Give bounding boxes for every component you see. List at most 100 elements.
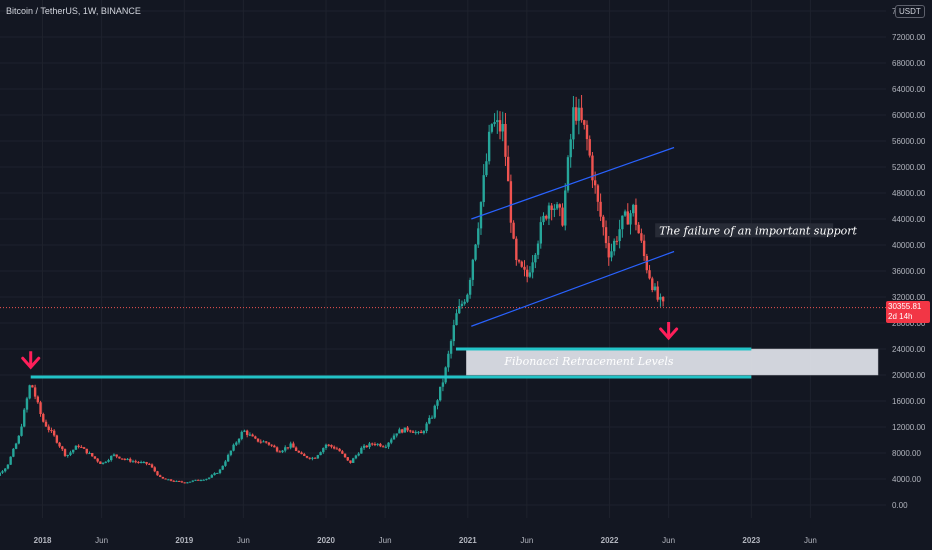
candle-body — [93, 456, 97, 459]
candle-body — [365, 445, 368, 448]
x-tick-label: 2020 — [317, 536, 335, 545]
candle-body — [118, 456, 121, 459]
candle-body — [545, 215, 548, 219]
candle-body — [169, 479, 173, 481]
candle-body — [553, 208, 556, 211]
candle-body — [602, 216, 605, 228]
candle-body — [651, 278, 654, 291]
candle-body — [487, 131, 491, 162]
candle-body — [528, 272, 532, 277]
y-tick-label: 56000.00 — [892, 137, 926, 146]
candle-body — [210, 475, 214, 478]
candle-body — [188, 481, 192, 483]
candle-body — [618, 229, 621, 242]
candle-body — [346, 457, 349, 461]
y-tick-label: 28000.00 — [892, 319, 926, 328]
candle-body — [466, 294, 469, 302]
candle-body — [218, 469, 222, 473]
candle-body — [547, 205, 551, 219]
candle-body — [612, 240, 616, 252]
candle-body — [164, 478, 167, 480]
candle-body — [248, 434, 252, 436]
candle-body — [471, 259, 475, 280]
candle-body — [542, 215, 545, 223]
candle-body — [580, 107, 583, 121]
candle-body — [501, 123, 504, 132]
candle-body — [485, 161, 488, 176]
y-tick-label: 24000.00 — [892, 345, 926, 354]
candle-body — [648, 270, 651, 279]
candle-body — [368, 443, 371, 448]
candle-body — [414, 432, 417, 434]
candle-body — [395, 433, 398, 436]
candle-body — [645, 256, 649, 271]
candle-body — [300, 452, 303, 455]
candle-body — [354, 455, 358, 459]
candle-body — [123, 458, 127, 460]
candle-body — [357, 453, 360, 456]
candle-body — [417, 431, 420, 433]
candle-body — [197, 479, 200, 481]
candle-body — [387, 442, 390, 447]
y-tick-label: 20000.00 — [892, 371, 926, 380]
candle-body — [262, 441, 265, 443]
candle-body — [313, 457, 317, 459]
currency-badge[interactable]: USDT — [895, 5, 925, 18]
candle-body — [332, 446, 336, 449]
candle-body — [512, 222, 515, 239]
candle-body — [292, 443, 295, 448]
y-tick-label: 16000.00 — [892, 397, 926, 406]
candle-body — [39, 402, 42, 415]
y-tick-label: 0.00 — [892, 501, 908, 510]
candle-body — [120, 458, 124, 460]
candle-body — [137, 461, 140, 463]
candle-body — [468, 279, 472, 295]
candle-body — [583, 120, 586, 125]
candle-body — [593, 180, 597, 186]
x-tick-label: 2023 — [742, 536, 760, 545]
candle-body — [322, 448, 325, 453]
fibonacci-box — [466, 348, 879, 376]
candle-body — [305, 456, 309, 458]
candle-body — [400, 429, 404, 433]
x-tick-label: 2018 — [34, 536, 52, 545]
candle-body — [104, 461, 108, 463]
down-arrow-head — [21, 356, 41, 370]
y-tick-label: 12000.00 — [892, 423, 926, 432]
candle-body — [115, 454, 118, 457]
candle-body — [4, 468, 7, 472]
candle-body — [12, 448, 15, 457]
candle-body — [436, 400, 439, 406]
candle-body — [517, 260, 521, 262]
candle-body — [270, 444, 273, 446]
candle-body — [373, 444, 377, 446]
candle-body — [71, 449, 75, 453]
candle-body — [158, 475, 162, 477]
y-tick-label: 32000.00 — [892, 293, 926, 302]
candle-body — [167, 479, 170, 481]
candle-body — [419, 431, 423, 434]
fibonacci-label: Fibonacci Retracement Levels — [503, 355, 673, 368]
candle-body — [362, 445, 366, 448]
candle-body — [235, 442, 238, 445]
y-tick-label: 8000.00 — [892, 449, 921, 458]
candle-body — [534, 254, 537, 263]
x-tick-label: 2021 — [459, 536, 477, 545]
candle-body — [428, 417, 431, 424]
candle-body — [604, 227, 608, 244]
candle-body — [392, 435, 396, 440]
candle-body — [569, 139, 572, 158]
candle-body — [659, 296, 662, 300]
candle-body — [251, 434, 254, 437]
candle-body — [523, 266, 526, 270]
candle-body — [110, 455, 113, 461]
candle-body — [316, 455, 320, 459]
candle-body — [221, 465, 224, 470]
candle-body — [237, 438, 241, 443]
candle-body — [96, 458, 99, 462]
candle-body — [656, 286, 659, 300]
x-tick-label: Jun — [662, 536, 675, 545]
candle-body — [460, 303, 464, 307]
